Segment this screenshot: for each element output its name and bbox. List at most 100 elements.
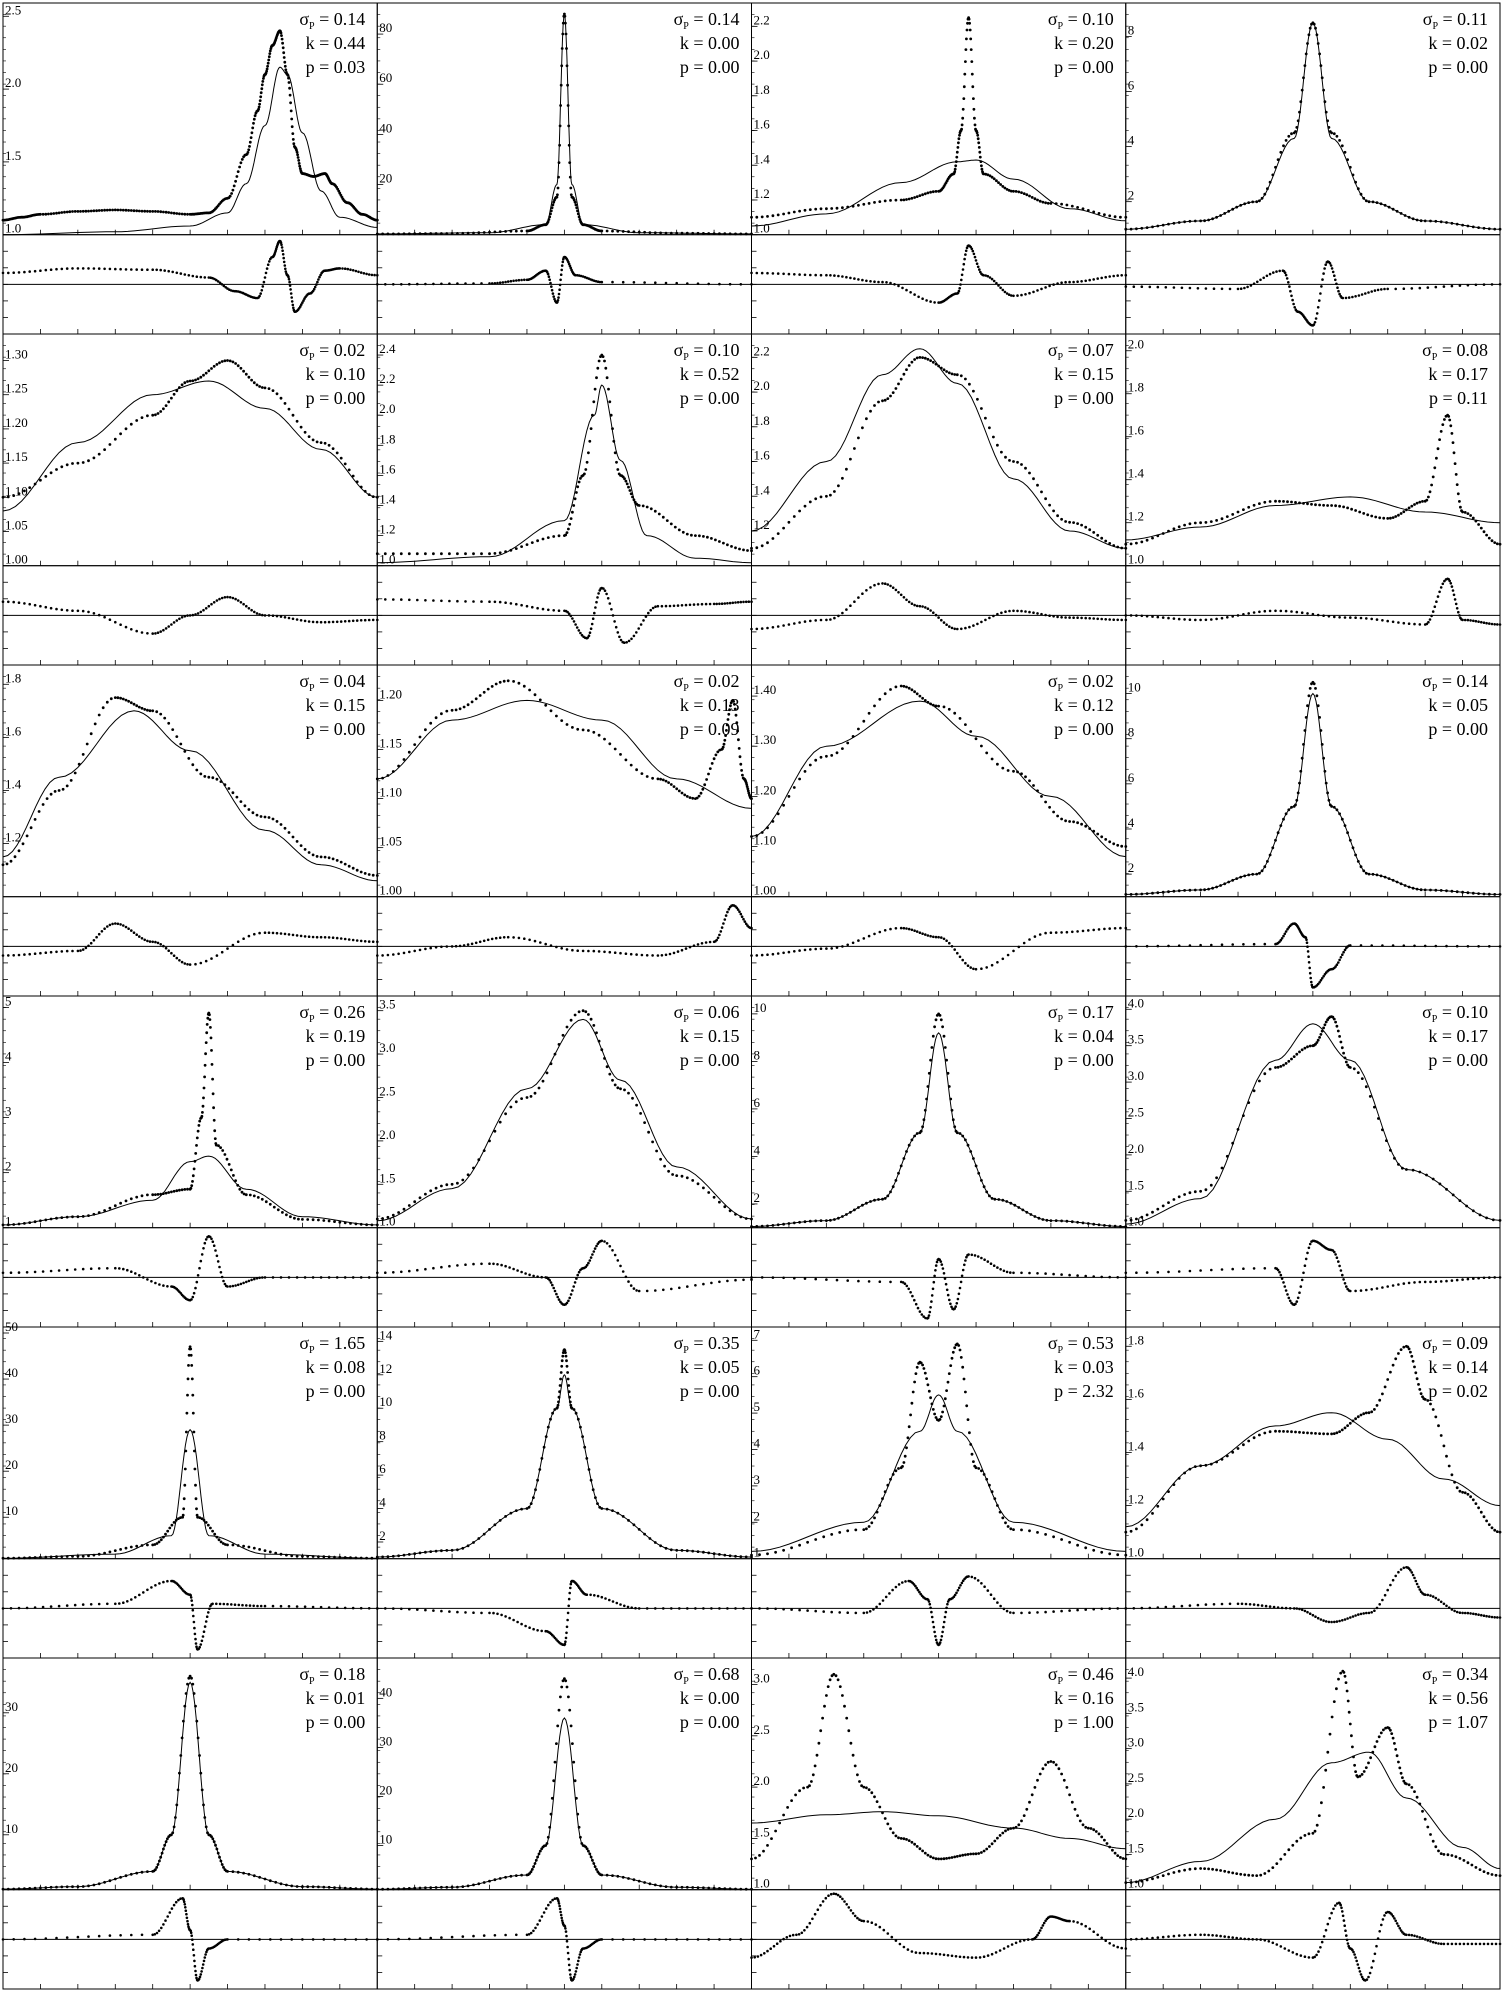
data-point [1434,888,1438,892]
data-point [191,1180,194,1183]
param-value: 0.52 [708,364,740,384]
data-point [391,770,395,773]
data-point [180,1188,184,1192]
data-point [92,1212,96,1216]
data-point [190,1364,194,1367]
residual-point [95,935,98,939]
data-point [1112,544,1116,547]
residual-point [637,1289,641,1293]
residual-point [704,941,708,944]
param-equals: = [1063,340,1082,360]
data-point [279,396,283,400]
data-point [259,815,263,818]
data-point [675,1174,679,1177]
data-point [1373,1105,1376,1109]
residual-point [718,602,721,606]
data-point [964,48,968,51]
data-point [60,1216,64,1219]
residual-point [1081,929,1085,933]
residual-point [710,1281,713,1285]
data-point [601,355,605,358]
residual-point [220,283,224,286]
residual-point [1329,264,1333,267]
data-point [200,1114,204,1118]
residual-point [1304,1257,1308,1261]
data-point [702,535,705,538]
data-point [734,546,737,550]
data-point [608,1072,612,1076]
data-point [1423,219,1427,223]
y-tick-label: 30 [5,1411,18,1426]
residual-point [552,609,555,612]
data-point [976,137,980,141]
y-tick-label: 3.5 [379,997,395,1012]
residual-point [849,604,852,607]
residual-point [973,255,977,259]
data-point [1415,501,1419,505]
data-point [311,1218,315,1222]
data-point [737,747,741,750]
data-point [873,704,876,708]
data-point [474,697,478,701]
data-point [1260,869,1264,873]
residual-point [1455,1278,1459,1282]
data-point [280,34,283,37]
residual-point [616,1259,620,1262]
data-point [261,80,265,83]
residual-point [207,604,211,608]
residual-point [591,1253,594,1256]
residual-point [1290,610,1293,613]
residual-point [1319,979,1323,982]
data-point [560,47,564,50]
residual-point [571,1289,574,1292]
residual-point [283,264,287,267]
data-point [680,231,684,235]
residual-point [164,946,168,950]
residual-point [219,1271,223,1274]
residual-point [969,966,972,969]
residual-point [263,614,267,617]
y-tick-label: 50 [5,1319,18,1334]
param-k: k = 0.04 [1054,1026,1114,1046]
param-subscript: P [683,21,689,32]
data-point [95,209,98,213]
data-point [825,207,828,211]
data-point [306,1218,310,1221]
data-point [1411,1168,1415,1172]
data-point [619,1087,622,1091]
residual-point [1300,611,1304,614]
residual-point [835,1278,839,1282]
residual-point [335,620,339,624]
residual-point [819,273,823,277]
residual-point [1052,1272,1055,1276]
residual-point [440,1265,443,1269]
residual-point [179,272,183,275]
residual-point [1263,942,1267,946]
y-tick-label: 2 [754,1190,761,1205]
data-point [502,679,506,683]
data-point [193,1159,197,1163]
data-point [1300,756,1304,760]
data-point [956,146,960,149]
data-point [899,198,903,202]
data-point [1052,509,1055,513]
data-point [897,382,900,386]
residual-point [927,1314,931,1317]
residual-point [964,626,967,630]
data-point [964,60,967,63]
data-point [1306,1045,1309,1049]
residual-point [1436,595,1440,598]
data-point [397,232,400,236]
residual-point [210,602,213,606]
data-point [627,485,630,489]
residual-point [207,276,211,279]
data-point [1405,1168,1408,1171]
residual-point [234,1284,237,1287]
data-point [1028,194,1031,198]
data-point [631,495,634,499]
residual-point [577,1270,581,1274]
data-point [23,489,26,493]
residual-point [913,1298,916,1302]
data-point [730,545,733,548]
